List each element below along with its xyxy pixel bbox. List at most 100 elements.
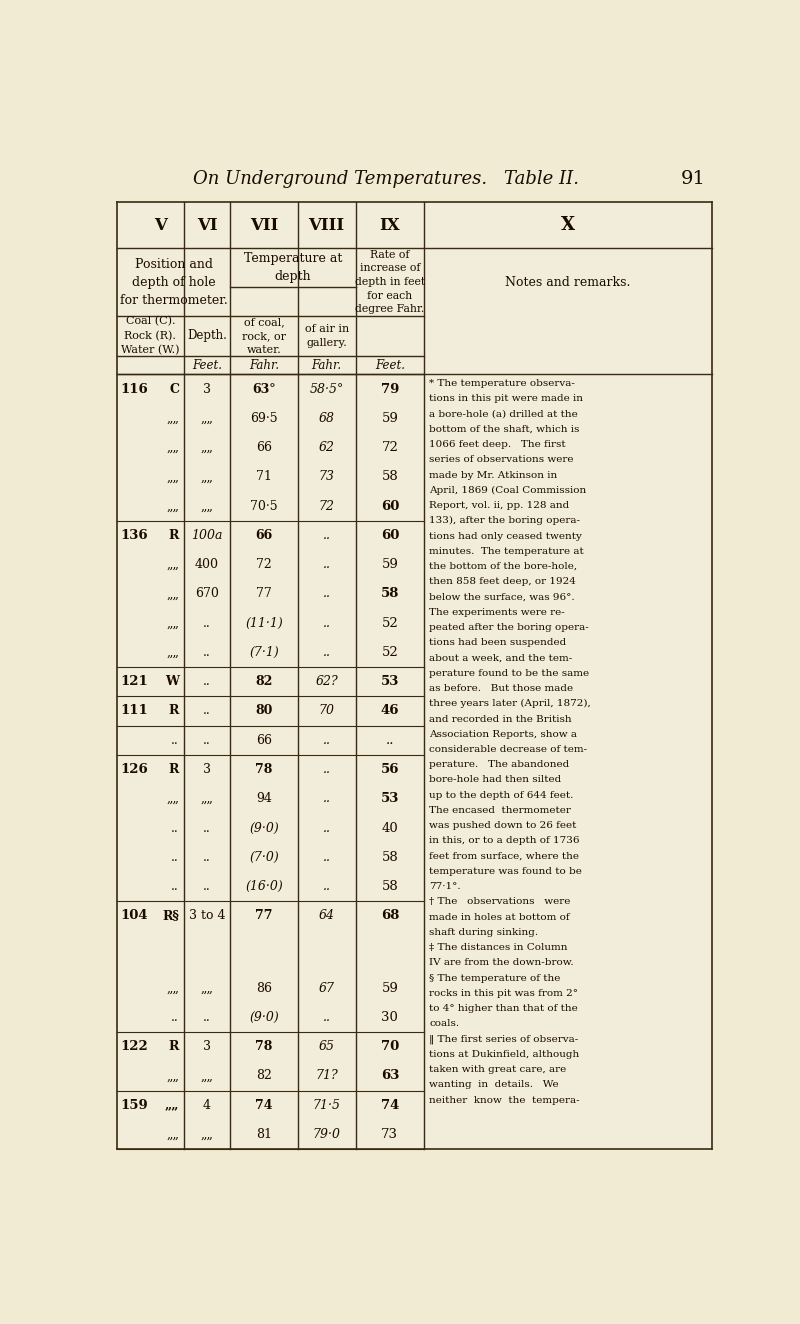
Text: 68: 68 (318, 412, 334, 425)
Text: 56: 56 (381, 763, 399, 776)
Text: 58: 58 (382, 470, 398, 483)
Text: ..: .. (322, 1012, 330, 1023)
Text: Table II.: Table II. (504, 169, 579, 188)
Text: ‖ The first series of observa-: ‖ The first series of observa- (430, 1034, 578, 1045)
Text: ..: .. (203, 704, 211, 718)
Text: 60: 60 (381, 528, 399, 542)
Text: neither  know  the  tempera-: neither know the tempera- (430, 1096, 580, 1104)
Text: Temperature at
depth: Temperature at depth (244, 252, 342, 283)
Text: perature found to be the same: perature found to be the same (430, 669, 590, 678)
Text: ..: .. (322, 792, 330, 805)
Text: 62?: 62? (315, 675, 338, 688)
Text: tions in this pit were made in: tions in this pit were made in (430, 395, 583, 404)
Text: ..: .. (322, 528, 330, 542)
Text: (16·0): (16·0) (245, 880, 282, 892)
Text: 72: 72 (382, 441, 398, 454)
Text: April, 1869 (Coal Commission: April, 1869 (Coal Commission (430, 486, 586, 495)
Text: up to the depth of 644 feet.: up to the depth of 644 feet. (430, 790, 574, 800)
Text: in this, or to a depth of 1736: in this, or to a depth of 1736 (430, 837, 580, 846)
Text: IV are from the down-brow.: IV are from the down-brow. (430, 959, 574, 968)
Text: series of observations were: series of observations were (430, 455, 574, 465)
Text: wanting  in  details.   We: wanting in details. We (430, 1080, 559, 1090)
Text: 79·0: 79·0 (313, 1128, 341, 1141)
Text: of coal,
rock, or
water.: of coal, rock, or water. (242, 316, 286, 355)
Text: On Underground Temperatures.: On Underground Temperatures. (193, 169, 487, 188)
Text: 65: 65 (318, 1041, 334, 1053)
Text: 53: 53 (381, 675, 399, 688)
Text: (11·1): (11·1) (245, 617, 282, 630)
Text: 70: 70 (381, 1041, 399, 1053)
Text: ..: .. (203, 646, 211, 659)
Text: C: C (169, 383, 179, 396)
Text: 74: 74 (381, 1099, 399, 1112)
Text: „„: „„ (201, 441, 214, 454)
Text: ..: .. (322, 733, 330, 747)
Text: IX: IX (379, 217, 400, 233)
Text: W: W (165, 675, 179, 688)
Text: 63°: 63° (252, 383, 276, 396)
Text: V: V (154, 217, 167, 233)
Text: 46: 46 (381, 704, 399, 718)
Text: ..: .. (171, 821, 179, 834)
Text: 58: 58 (381, 588, 399, 600)
Text: 1066 feet deep.   The first: 1066 feet deep. The first (430, 440, 566, 449)
Text: 67: 67 (318, 981, 334, 994)
Text: ..: .. (171, 880, 179, 892)
Text: 3: 3 (203, 1041, 211, 1053)
Text: R: R (169, 763, 179, 776)
Text: a bore-hole (a) drilled at the: a bore-hole (a) drilled at the (430, 409, 578, 418)
Text: then 858 feet deep, or 1924: then 858 feet deep, or 1924 (430, 577, 576, 587)
Text: coals.: coals. (430, 1019, 459, 1029)
Text: minutes.  The temperature at: minutes. The temperature at (430, 547, 584, 556)
Text: the bottom of the bore-hole,: the bottom of the bore-hole, (430, 563, 578, 571)
Text: 62: 62 (318, 441, 334, 454)
Text: 78: 78 (255, 763, 273, 776)
Text: ..: .. (203, 1012, 211, 1023)
Text: R: R (169, 1041, 179, 1053)
Text: Association Reports, show a: Association Reports, show a (430, 730, 578, 739)
Text: ..: .. (171, 1012, 179, 1023)
Text: 74: 74 (255, 1099, 273, 1112)
Text: 64: 64 (318, 910, 334, 923)
Text: 71: 71 (256, 470, 272, 483)
Text: ..: .. (203, 675, 211, 688)
Text: „„: „„ (166, 588, 179, 600)
Text: Feet.: Feet. (192, 359, 222, 372)
Text: tions at Dukinfield, although: tions at Dukinfield, although (430, 1050, 580, 1059)
Text: ..: .. (322, 821, 330, 834)
Text: 69·5: 69·5 (250, 412, 278, 425)
Text: 70·5: 70·5 (250, 499, 278, 512)
Text: X: X (561, 216, 575, 234)
Text: 3: 3 (203, 383, 211, 396)
Text: Position and
depth of hole
for thermometer.: Position and depth of hole for thermomet… (120, 258, 227, 307)
Text: about a week, and the tem-: about a week, and the tem- (430, 654, 573, 662)
Text: 40: 40 (382, 821, 398, 834)
Text: 3: 3 (203, 763, 211, 776)
Text: 58: 58 (382, 880, 398, 892)
Text: 86: 86 (256, 981, 272, 994)
Text: 58·5°: 58·5° (310, 383, 344, 396)
Text: „„: „„ (165, 1099, 179, 1112)
Text: 73: 73 (318, 470, 334, 483)
Text: * The temperature observa-: * The temperature observa- (430, 379, 575, 388)
Text: 77·1°.: 77·1°. (430, 882, 461, 891)
Text: 63: 63 (381, 1070, 399, 1083)
Text: 72: 72 (318, 499, 334, 512)
Text: Fahr.: Fahr. (249, 359, 279, 372)
Text: considerable decrease of tem-: considerable decrease of tem- (430, 745, 587, 753)
Text: 82: 82 (255, 675, 273, 688)
Text: to 4° higher than that of the: to 4° higher than that of the (430, 1004, 578, 1013)
Text: (7·1): (7·1) (249, 646, 278, 659)
Text: (9·0): (9·0) (249, 821, 278, 834)
Text: 94: 94 (256, 792, 272, 805)
Text: ..: .. (322, 617, 330, 630)
Text: 3 to 4: 3 to 4 (189, 910, 226, 923)
Text: ..: .. (203, 851, 211, 863)
Text: perature.   The abandoned: perature. The abandoned (430, 760, 570, 769)
Text: 91: 91 (681, 169, 706, 188)
Text: „„: „„ (166, 441, 179, 454)
Text: 121: 121 (120, 675, 148, 688)
Text: of air in
gallery.: of air in gallery. (305, 324, 349, 348)
Text: „„: „„ (201, 470, 214, 483)
Text: „„: „„ (201, 1128, 214, 1141)
